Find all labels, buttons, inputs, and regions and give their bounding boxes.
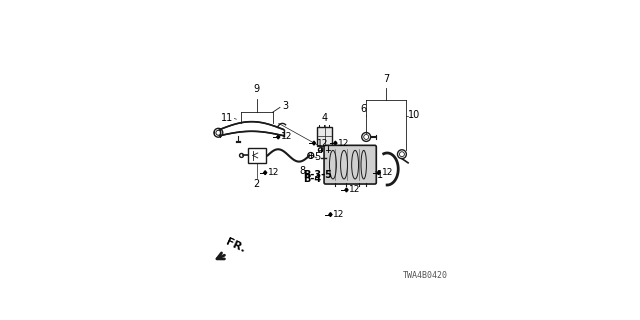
Polygon shape [276,135,280,139]
Bar [248,148,266,163]
Polygon shape [334,141,337,145]
Text: 7: 7 [383,74,389,84]
FancyBboxPatch shape [324,145,376,184]
Text: B-4: B-4 [303,174,321,184]
Text: 2: 2 [253,179,260,189]
Text: 9: 9 [253,84,260,94]
Text: 12: 12 [333,210,345,219]
Text: FR.: FR. [225,236,247,254]
Polygon shape [345,188,348,192]
Text: 3: 3 [282,101,289,111]
Text: 12: 12 [317,139,328,148]
Text: 10: 10 [408,110,420,120]
Polygon shape [329,212,332,217]
Text: 6: 6 [361,104,367,114]
Text: 12: 12 [339,139,349,148]
Text: 12: 12 [381,168,393,177]
Text: 8: 8 [300,166,306,176]
Polygon shape [264,171,267,175]
Text: 12: 12 [268,168,280,177]
Polygon shape [378,171,380,175]
Text: 12: 12 [281,132,292,141]
Text: 12: 12 [349,185,361,195]
Text: TWA4B0420: TWA4B0420 [403,271,447,280]
Text: 1: 1 [378,170,383,180]
Text: 5: 5 [314,152,321,162]
Text: 4: 4 [322,113,328,124]
Polygon shape [312,141,316,145]
Bar [317,127,332,146]
Text: 11: 11 [221,114,233,124]
Text: B-3-5: B-3-5 [303,170,332,180]
